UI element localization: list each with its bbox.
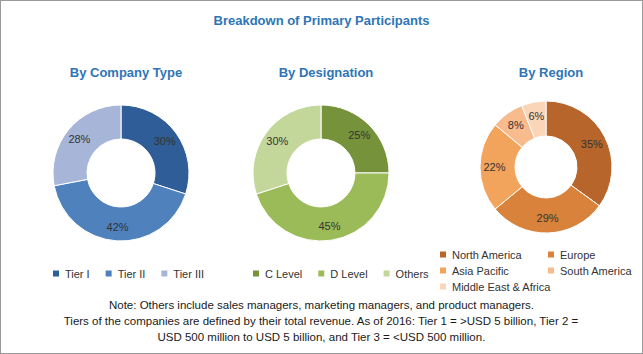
svg-text:By Designation: By Designation [279,65,374,80]
svg-text:6%: 6% [528,110,544,122]
svg-text:By Region: By Region [519,65,583,80]
svg-text:By Company Type: By Company Type [70,65,182,80]
svg-text:Middle East & Africa: Middle East & Africa [452,281,551,293]
svg-text:Breakdown of Primary Participa: Breakdown of Primary Participants [213,13,429,28]
svg-text:Asia Pacific: Asia Pacific [452,265,509,277]
svg-text:Note: Others include sales man: Note: Others include sales managers, mar… [109,299,534,311]
svg-text:22%: 22% [483,161,505,173]
svg-text:25%: 25% [348,129,370,141]
svg-text:30%: 30% [266,135,288,147]
svg-text:42%: 42% [107,221,129,233]
svg-text:Tier III: Tier III [173,268,204,280]
svg-text:Tier II: Tier II [118,268,146,280]
svg-text:Others: Others [396,268,430,280]
svg-text:Europe: Europe [560,249,595,261]
svg-text:C Level: C Level [265,268,302,280]
svg-text:30%: 30% [154,135,176,147]
svg-text:8%: 8% [508,119,524,131]
svg-text:D Level: D Level [330,268,367,280]
svg-text:28%: 28% [68,133,90,145]
svg-text:Tier I: Tier I [65,268,90,280]
svg-text:North America: North America [452,249,523,261]
svg-text:USD 500 million to USD 5 billi: USD 500 million to USD 5 billion, and Ti… [157,331,485,343]
svg-text:Tiers of the companies are def: Tiers of the companies are defined by th… [64,315,579,327]
svg-text:45%: 45% [318,220,340,232]
svg-text:35%: 35% [581,138,603,150]
svg-text:South America: South America [560,265,632,277]
svg-text:29%: 29% [537,212,559,224]
